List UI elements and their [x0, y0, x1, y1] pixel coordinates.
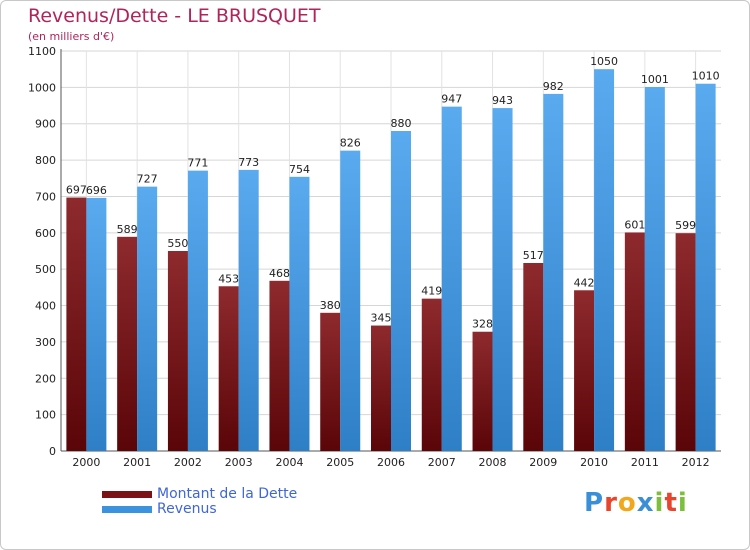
y-tick-label: 1000 — [28, 81, 56, 94]
bar-revenus — [543, 93, 564, 451]
bar-revenus — [137, 186, 158, 452]
y-tick-label: 0 — [49, 445, 56, 458]
y-tick-label: 300 — [35, 336, 56, 349]
data-label-revenus: 727 — [137, 173, 158, 186]
y-tick-label: 800 — [35, 154, 56, 167]
bar-dette — [421, 298, 442, 451]
legend-label-dette: Montant de la Dette — [157, 486, 298, 502]
x-tick-label: 2004 — [275, 456, 303, 469]
bar-dette — [117, 236, 138, 451]
bar-dette — [675, 233, 696, 451]
legend-label-revenus: Revenus — [157, 501, 217, 517]
bar-revenus — [391, 131, 411, 451]
bar-revenus — [441, 106, 462, 452]
y-tick-label: 600 — [35, 227, 56, 240]
bar-dette — [523, 263, 544, 451]
data-label-revenus: 947 — [441, 93, 462, 106]
y-tick-label: 100 — [35, 409, 56, 422]
bar-dette — [624, 232, 645, 451]
data-label-dette: 380 — [320, 299, 341, 312]
data-label-revenus: 771 — [187, 157, 208, 170]
proxiti-logo: Proxiti — [584, 488, 688, 518]
logo-letter: P — [584, 488, 605, 518]
logo-letter: i — [654, 488, 665, 518]
data-label-dette: 601 — [624, 218, 645, 231]
y-tick-label: 1100 — [28, 45, 56, 58]
bar-dette — [269, 280, 290, 451]
y-tick-label: 200 — [35, 372, 56, 385]
data-label-dette: 599 — [675, 219, 696, 232]
data-label-dette: 345 — [371, 312, 392, 325]
legend-swatch-revenus — [102, 506, 152, 513]
logo-letter: r — [604, 488, 618, 518]
x-tick-label: 2007 — [428, 456, 456, 469]
data-label-revenus: 826 — [340, 137, 361, 150]
data-label-dette: 453 — [218, 272, 239, 285]
x-tick-label: 2003 — [225, 456, 253, 469]
data-label-revenus: 1050 — [590, 55, 618, 68]
data-label-dette: 697 — [66, 184, 87, 197]
data-label-revenus: 982 — [543, 80, 564, 93]
data-label-dette: 517 — [523, 249, 544, 262]
x-tick-label: 2002 — [174, 456, 202, 469]
logo-letter: t — [664, 488, 678, 518]
bar-revenus — [492, 108, 513, 451]
chart-subtitle: (en milliers d'€) — [28, 30, 115, 43]
x-tick-label: 2006 — [377, 456, 405, 469]
bar-dette — [66, 197, 87, 451]
bar-revenus — [340, 150, 361, 452]
x-tick-label: 2011 — [631, 456, 659, 469]
y-tick-label: 400 — [35, 300, 56, 313]
logo-letter: o — [617, 488, 637, 518]
x-tick-label: 2010 — [580, 456, 608, 469]
bar-revenus — [238, 169, 259, 451]
chart-title: Revenus/Dette - LE BRUSQUET — [28, 5, 321, 27]
y-tick-label: 700 — [35, 190, 56, 203]
data-label-dette: 328 — [472, 318, 493, 331]
data-label-dette: 419 — [421, 285, 442, 298]
bar-dette — [320, 312, 341, 451]
bar-dette — [371, 325, 391, 451]
data-label-revenus: 943 — [492, 94, 513, 107]
data-label-revenus: 696 — [86, 184, 107, 197]
data-label-revenus: 773 — [238, 156, 259, 169]
data-label-dette: 550 — [167, 237, 188, 250]
bar-revenus — [187, 170, 208, 452]
data-label-dette: 468 — [269, 267, 290, 280]
bar-revenus — [644, 87, 665, 451]
bar-dette — [218, 286, 239, 451]
x-tick-label: 2000 — [72, 456, 100, 469]
bar-dette — [167, 251, 188, 451]
data-label-dette: 442 — [574, 276, 595, 289]
y-tick-label: 900 — [35, 118, 56, 131]
bar-revenus — [594, 69, 615, 451]
data-label-revenus: 754 — [289, 163, 310, 176]
data-label-dette: 589 — [117, 223, 138, 236]
bar-revenus — [695, 83, 716, 452]
data-label-revenus: 1010 — [692, 70, 720, 83]
legend-swatch-dette — [102, 491, 152, 498]
data-label-revenus: 1001 — [641, 73, 669, 86]
x-tick-label: 2012 — [682, 456, 710, 469]
x-tick-label: 2005 — [326, 456, 354, 469]
x-tick-label: 2008 — [479, 456, 507, 469]
bar-revenus — [86, 197, 107, 451]
x-tick-label: 2009 — [529, 456, 557, 469]
y-tick-label: 500 — [35, 263, 56, 276]
logo-letter: x — [636, 488, 655, 518]
x-tick-label: 2001 — [123, 456, 151, 469]
data-label-revenus: 880 — [391, 117, 412, 130]
logo-letter: i — [677, 488, 688, 518]
bar-revenus — [289, 176, 310, 451]
bar-dette — [472, 331, 493, 451]
bar-dette — [574, 290, 595, 451]
